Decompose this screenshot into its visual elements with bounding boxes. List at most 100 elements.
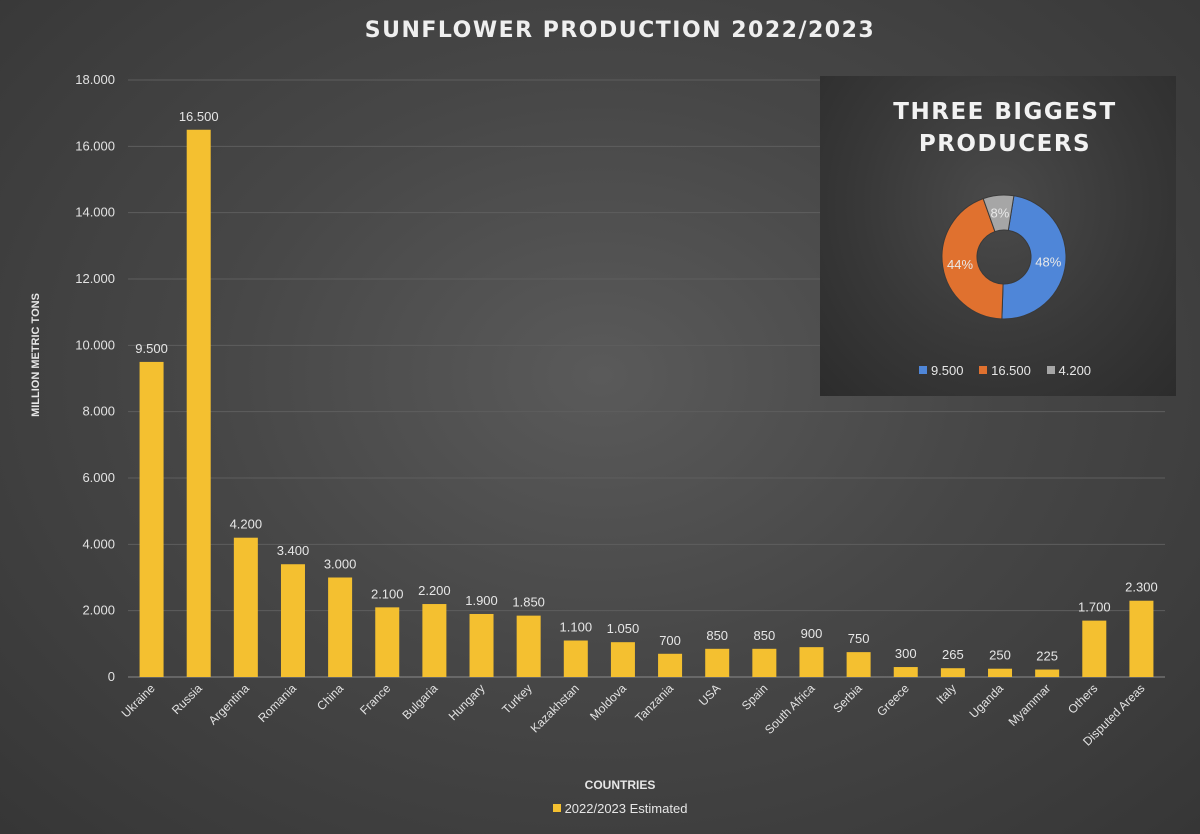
donut-slice [1001,195,1067,320]
x-tick-label: Hungary [446,681,488,723]
pie-legend-label: 16.500 [991,363,1031,378]
bar-value-label: 300 [895,646,917,661]
x-tick-label: Bulgaria [399,681,440,722]
y-tick-label: 0 [108,669,115,684]
x-tick-label: Greece [874,681,912,719]
bar [752,648,777,677]
bar [799,647,824,677]
bar-value-label: 750 [848,631,870,646]
x-tick-label: Turkey [499,681,535,717]
bar [1129,600,1154,677]
pie-legend-item: 4.200 [1046,363,1092,378]
y-tick-label: 2.000 [82,603,115,618]
bar-value-label: 2.300 [1125,580,1158,595]
x-tick-label: Italy [934,681,959,706]
donut-slice [982,194,1015,233]
bar [846,652,871,677]
bar-value-label: 2.100 [371,586,404,601]
y-tick-label: 4.000 [82,536,115,551]
pie-legend-label: 9.500 [930,363,964,378]
x-tick-label: Serbia [830,681,865,716]
x-tick-label: Tanzania [632,681,676,725]
y-tick-label: 10.000 [75,337,115,352]
pie-legend-swatch-1 [979,366,988,374]
bar-value-label: 1.900 [465,593,498,608]
chart-title: SUNFLOWER PRODUCTION 2022/2023 [364,18,876,43]
bar-value-label: 3.000 [324,557,357,572]
y-tick-label: 6.000 [82,470,115,485]
x-tick-label: China [314,681,346,713]
bar-value-label: 700 [659,633,681,648]
bar [516,615,541,677]
x-tick-label: USA [696,681,723,708]
bar [563,640,588,677]
bar-value-label: 2.200 [418,583,451,598]
bar-value-label: 1.100 [560,620,593,635]
y-tick-label: 14.000 [75,205,115,220]
x-tick-label: Spain [739,681,771,713]
pie-legend-swatch-0 [918,366,927,374]
x-tick-label: Ukraine [119,681,158,720]
pie-legend-swatch-2 [1046,366,1055,374]
donut-percent-label: 48% [1035,254,1061,269]
bar [233,537,258,677]
donut-percent-label: 44% [947,257,973,272]
donut-slice [941,197,1004,320]
pie-legend-item: 9.500 [918,363,964,378]
pie-title: THREE BIGGEST PRODUCERS [820,96,1190,160]
y-tick-label: 8.000 [82,404,115,419]
x-tick-label: France [357,681,394,718]
bar [469,613,494,677]
legend-swatch [552,804,561,812]
donut-percent-label: 8% [991,206,1010,221]
bar [1035,669,1060,677]
bar [139,361,164,677]
donut-chart: 48% 44% 8% [941,194,1067,320]
x-tick-label: Moldova [587,681,629,723]
x-tick-label: Kazakhstan [528,681,582,735]
bar [375,607,400,677]
pie-legend: 9.500 16.500 4.200 [820,363,1190,378]
x-axis-label: COUNTRIES [584,778,656,792]
bar-value-label: 1.050 [607,621,640,636]
bar [940,668,965,677]
y-tick-label: 16.000 [75,138,115,153]
bar-value-label: 16.500 [179,109,219,124]
bar [1082,620,1107,677]
pie-title-text: THREE BIGGEST PRODUCERS [893,99,1117,157]
pie-legend-item: 16.500 [979,363,1031,378]
bar-legend: 2022/2023 Estimated [505,801,735,816]
bar [705,648,730,677]
y-axis-label: MILLION METRIC TONS [30,293,42,417]
bar-value-label: 1.850 [512,595,545,610]
bar [328,577,353,677]
bar [658,653,683,677]
bar [422,604,447,677]
bar-value-label: 4.200 [230,517,263,532]
bar-value-label: 225 [1036,649,1058,664]
bar-value-label: 3.400 [277,543,310,558]
x-tick-label: Uganda [967,681,1007,721]
bar-value-label: 900 [801,626,823,641]
x-tick-label: Myammar [1006,681,1054,729]
bar-value-label: 9.500 [135,341,168,356]
y-tick-label: 12.000 [75,271,115,286]
bar-value-label: 265 [942,647,964,662]
pie-inset-panel: THREE BIGGEST PRODUCERS 48% 44% 8% 9.500 1… [820,76,1176,396]
bar [893,667,918,677]
x-tick-label: Russia [169,681,205,717]
legend-series-name: 2022/2023 Estimated [564,801,688,816]
x-tick-label: South Africa [762,681,818,737]
bar-value-label: 1.700 [1078,600,1111,615]
bar-value-label: 850 [706,628,728,643]
x-tick-label: Others [1065,681,1100,716]
x-tick-label: Argentina [206,681,252,727]
bar [988,668,1013,677]
bar-value-label: 250 [989,648,1011,663]
pie-legend-label: 4.200 [1058,363,1092,378]
bar [610,642,635,677]
bar-value-label: 850 [753,628,775,643]
x-tick-label: Romania [255,681,299,725]
